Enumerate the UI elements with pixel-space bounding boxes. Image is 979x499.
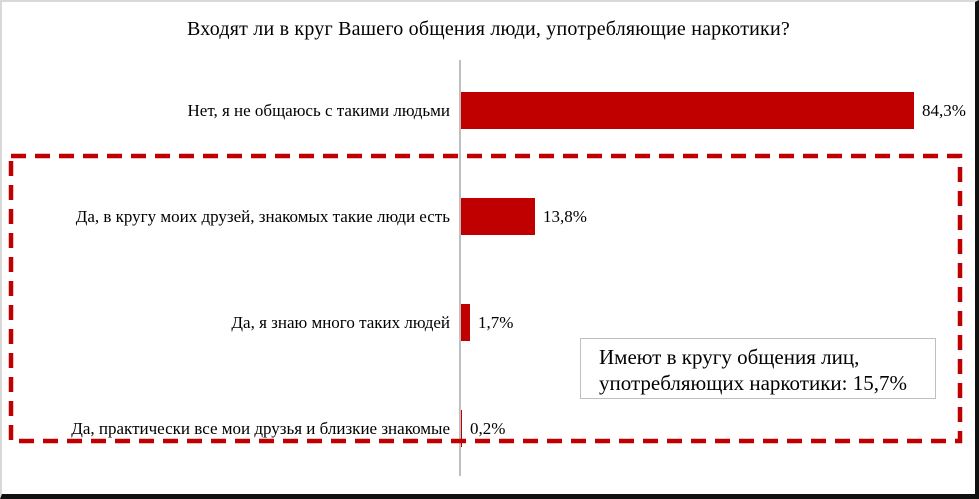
value-label: 84,3%: [922, 100, 966, 120]
category-label: Нет, я не общаюсь с такими людьми: [187, 100, 451, 120]
category-label: Да, я знаю много таких людей: [231, 312, 450, 332]
value-label: 0,2%: [470, 418, 506, 438]
annotation-line-2: употребляющих наркотики: 15,7%: [599, 371, 907, 395]
bar: [461, 410, 462, 447]
bar: [461, 92, 914, 129]
bar: [461, 304, 470, 341]
bar: [461, 198, 535, 235]
value-label: 1,7%: [478, 312, 514, 332]
chart-title: Входят ли в круг Вашего общения люди, уп…: [187, 18, 790, 40]
value-label: 13,8%: [543, 206, 587, 226]
annotation-box: Имеют в кругу общения лиц, употребляющих…: [580, 338, 936, 399]
plot-area: Входят ли в круг Вашего общения люди, уп…: [2, 2, 975, 494]
category-label: Да, в кругу моих друзей, знакомых такие …: [75, 206, 450, 226]
annotation-line-1: Имеют в кругу общения лиц,: [599, 345, 860, 369]
category-label: Да, практически все мои друзья и близкие…: [71, 418, 450, 438]
